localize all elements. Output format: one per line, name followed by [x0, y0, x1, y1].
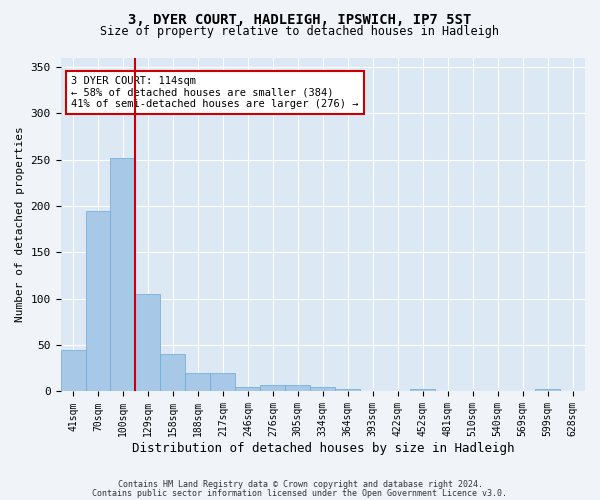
Bar: [235, 387, 260, 392]
X-axis label: Distribution of detached houses by size in Hadleigh: Distribution of detached houses by size …: [131, 442, 514, 455]
Bar: [410, 388, 435, 392]
Bar: [160, 354, 185, 392]
Text: 3 DYER COURT: 114sqm
← 58% of detached houses are smaller (384)
41% of semi-deta: 3 DYER COURT: 114sqm ← 58% of detached h…: [71, 76, 359, 109]
Bar: [260, 385, 286, 392]
Bar: [110, 158, 136, 392]
Bar: [211, 373, 235, 392]
Text: Size of property relative to detached houses in Hadleigh: Size of property relative to detached ho…: [101, 25, 499, 38]
Text: Contains HM Land Registry data © Crown copyright and database right 2024.: Contains HM Land Registry data © Crown c…: [118, 480, 482, 489]
Text: 3, DYER COURT, HADLEIGH, IPSWICH, IP7 5ST: 3, DYER COURT, HADLEIGH, IPSWICH, IP7 5S…: [128, 12, 472, 26]
Bar: [335, 388, 360, 392]
Bar: [535, 388, 560, 392]
Y-axis label: Number of detached properties: Number of detached properties: [15, 126, 25, 322]
Bar: [286, 385, 310, 392]
Bar: [86, 210, 110, 392]
Bar: [136, 294, 160, 392]
Text: Contains public sector information licensed under the Open Government Licence v3: Contains public sector information licen…: [92, 488, 508, 498]
Bar: [185, 373, 211, 392]
Bar: [310, 387, 335, 392]
Bar: [61, 350, 86, 392]
